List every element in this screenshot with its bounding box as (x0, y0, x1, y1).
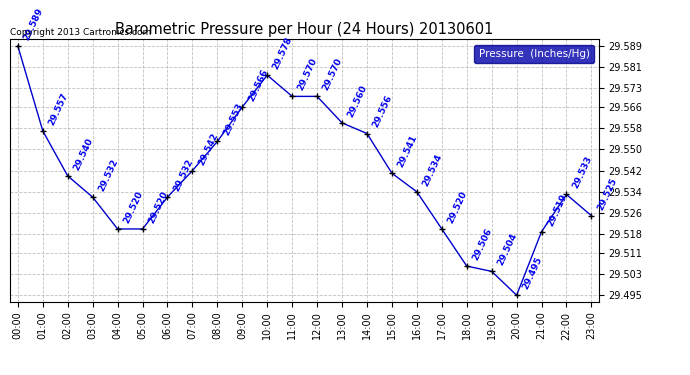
Text: 29.534: 29.534 (421, 152, 444, 188)
Text: 29.525: 29.525 (595, 176, 618, 212)
Text: 29.532: 29.532 (172, 158, 195, 193)
Text: 29.506: 29.506 (471, 227, 494, 262)
Text: 29.556: 29.556 (371, 94, 394, 129)
Text: 29.553: 29.553 (221, 102, 244, 137)
Text: 29.533: 29.533 (571, 155, 593, 190)
Legend: Pressure  (Inches/Hg): Pressure (Inches/Hg) (475, 45, 593, 63)
Text: 29.570: 29.570 (322, 57, 344, 92)
Title: Barometric Pressure per Hour (24 Hours) 20130601: Barometric Pressure per Hour (24 Hours) … (115, 22, 494, 37)
Text: 29.504: 29.504 (496, 232, 519, 267)
Text: 29.557: 29.557 (47, 91, 70, 127)
Text: 29.578: 29.578 (271, 36, 295, 71)
Text: 29.520: 29.520 (446, 190, 469, 225)
Text: 29.541: 29.541 (396, 134, 419, 169)
Text: 29.519: 29.519 (546, 192, 569, 228)
Text: 29.495: 29.495 (521, 255, 544, 291)
Text: 29.542: 29.542 (197, 131, 219, 166)
Text: 29.520: 29.520 (121, 190, 144, 225)
Text: 29.540: 29.540 (72, 136, 95, 172)
Text: Copyright 2013 Cartronics.com: Copyright 2013 Cartronics.com (10, 28, 152, 37)
Text: 29.570: 29.570 (296, 57, 319, 92)
Text: 29.566: 29.566 (246, 68, 269, 103)
Text: 29.520: 29.520 (147, 190, 170, 225)
Text: 29.560: 29.560 (346, 84, 369, 119)
Text: 29.532: 29.532 (97, 158, 119, 193)
Text: 29.589: 29.589 (22, 6, 45, 42)
